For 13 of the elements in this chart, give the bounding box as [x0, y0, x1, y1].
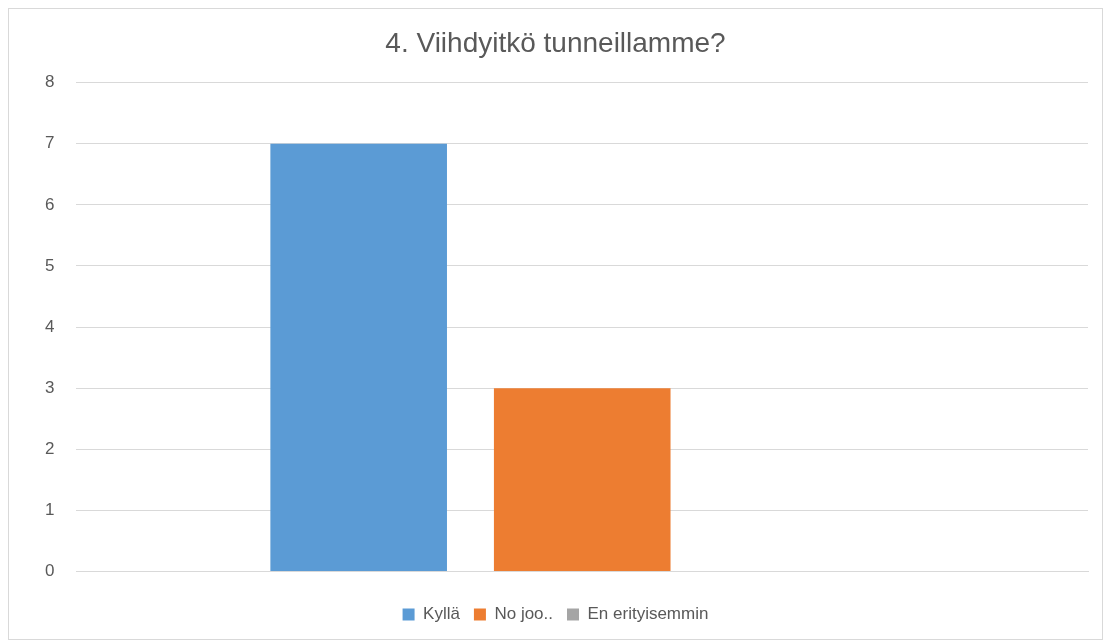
y-tick-label: 0: [44, 561, 55, 581]
y-tick-label: 6: [44, 194, 55, 214]
y-tick-label: 1: [44, 500, 55, 520]
y-tick-label: 2: [44, 439, 55, 459]
y-tick-label: 3: [44, 377, 55, 397]
chart-title: 4. Viihdyitkö tunneillamme?: [385, 26, 726, 58]
y-tick-label: 4: [44, 316, 55, 336]
y-tick-label: 8: [44, 72, 55, 92]
legend-label: No joo..: [494, 604, 554, 624]
legend-label: Kyllä: [423, 604, 461, 624]
legend-label: En erityisemmin: [587, 604, 709, 624]
y-tick-label: 5: [44, 255, 55, 275]
y-tick-label: 7: [44, 133, 55, 153]
